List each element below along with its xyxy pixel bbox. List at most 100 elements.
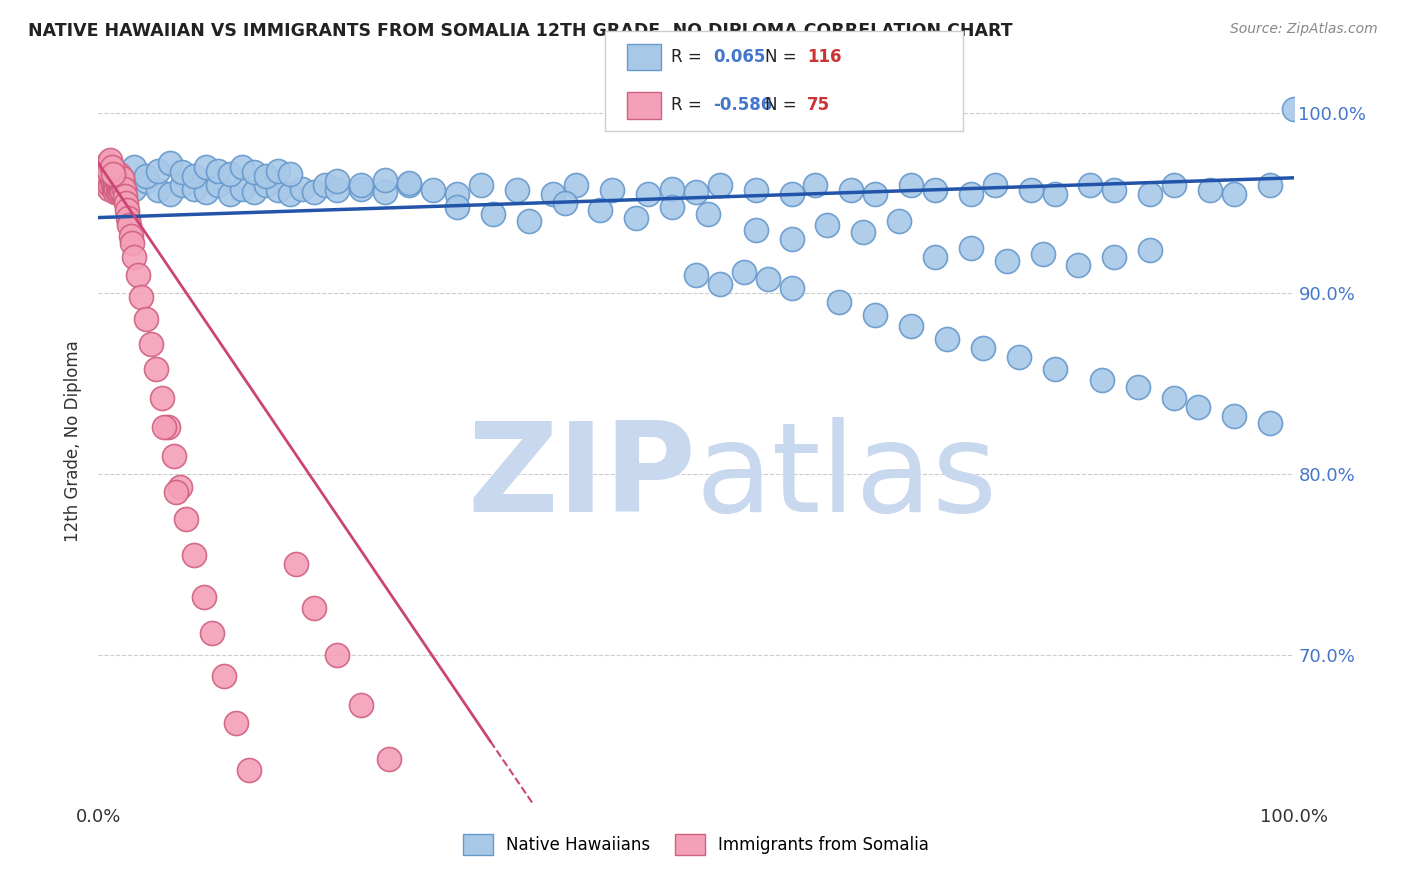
Point: [111, 186, 134, 200]
Point: [108, 170, 131, 185]
Point: [156, 420, 179, 434]
Point: [924, 250, 946, 264]
Point: [1008, 350, 1031, 364]
Text: N =: N =: [765, 96, 801, 114]
Point: [98, 178, 122, 192]
Point: [111, 170, 134, 185]
Point: [101, 167, 124, 181]
Point: [254, 169, 277, 183]
Text: NATIVE HAWAIIAN VS IMMIGRANTS FROM SOMALIA 12TH GRADE, NO DIPLOMA CORRELATION CH: NATIVE HAWAIIAN VS IMMIGRANTS FROM SOMAL…: [28, 22, 1012, 40]
Point: [139, 337, 162, 351]
Point: [852, 225, 875, 239]
Text: 75: 75: [807, 96, 830, 114]
Point: [98, 178, 122, 192]
Point: [1282, 102, 1305, 116]
Point: [124, 160, 146, 174]
Point: [1091, 373, 1114, 387]
Point: [378, 752, 401, 766]
Point: [865, 187, 887, 202]
Point: [889, 214, 911, 228]
Point: [131, 290, 153, 304]
Point: [148, 184, 170, 198]
Text: atlas: atlas: [696, 417, 998, 538]
Point: [554, 196, 576, 211]
Point: [661, 181, 683, 195]
Point: [865, 308, 887, 322]
Point: [291, 181, 314, 195]
Point: [174, 512, 197, 526]
Point: [225, 716, 247, 731]
Point: [207, 178, 229, 192]
Point: [804, 178, 827, 192]
Y-axis label: 12th Grade, No Diploma: 12th Grade, No Diploma: [65, 341, 83, 542]
Point: [602, 184, 624, 198]
Point: [780, 187, 803, 202]
Point: [900, 318, 922, 333]
Text: 0.065: 0.065: [713, 48, 765, 66]
Point: [972, 341, 994, 355]
Point: [326, 648, 349, 662]
Point: [117, 211, 139, 225]
Point: [1067, 258, 1090, 272]
Point: [212, 669, 235, 683]
Point: [841, 184, 863, 198]
Point: [446, 187, 468, 202]
Point: [105, 174, 128, 188]
Point: [114, 189, 136, 203]
Point: [745, 184, 768, 198]
Point: [243, 165, 266, 179]
Point: [302, 600, 325, 615]
Point: [302, 186, 325, 200]
Point: [278, 187, 301, 202]
Point: [780, 232, 803, 246]
Point: [589, 203, 612, 218]
Point: [267, 163, 290, 178]
Point: [315, 178, 337, 192]
Point: [107, 186, 129, 200]
Point: [219, 167, 242, 181]
Point: [124, 181, 146, 195]
Point: [115, 203, 138, 218]
Point: [1043, 187, 1066, 202]
Point: [254, 178, 277, 192]
Point: [98, 181, 121, 195]
Point: [1223, 187, 1246, 202]
Point: [267, 184, 290, 198]
Point: [350, 698, 373, 713]
Point: [243, 186, 266, 200]
Point: [481, 207, 505, 221]
Point: [96, 169, 118, 183]
Point: [110, 170, 132, 185]
Point: [1223, 409, 1246, 424]
Point: [145, 362, 167, 376]
Point: [127, 268, 149, 283]
Point: [326, 184, 349, 198]
Point: [1043, 362, 1066, 376]
Point: [115, 196, 138, 211]
Point: [231, 181, 253, 195]
Point: [374, 186, 396, 200]
Point: [195, 160, 218, 174]
Text: ZIP: ZIP: [467, 417, 696, 538]
Point: [107, 170, 129, 185]
Point: [100, 160, 122, 174]
Point: [108, 178, 131, 192]
Point: [118, 218, 141, 232]
Point: [936, 332, 959, 346]
Point: [101, 178, 124, 192]
Point: [108, 186, 131, 200]
Point: [541, 187, 564, 202]
Point: [201, 626, 224, 640]
Point: [1258, 178, 1281, 192]
Point: [350, 181, 373, 195]
Point: [709, 178, 731, 192]
Point: [100, 172, 122, 186]
Point: [111, 187, 134, 202]
Point: [98, 163, 121, 178]
Point: [815, 218, 838, 232]
Point: [565, 178, 588, 192]
Point: [103, 181, 125, 195]
Point: [135, 311, 157, 326]
Point: [756, 272, 779, 286]
Point: [193, 590, 215, 604]
